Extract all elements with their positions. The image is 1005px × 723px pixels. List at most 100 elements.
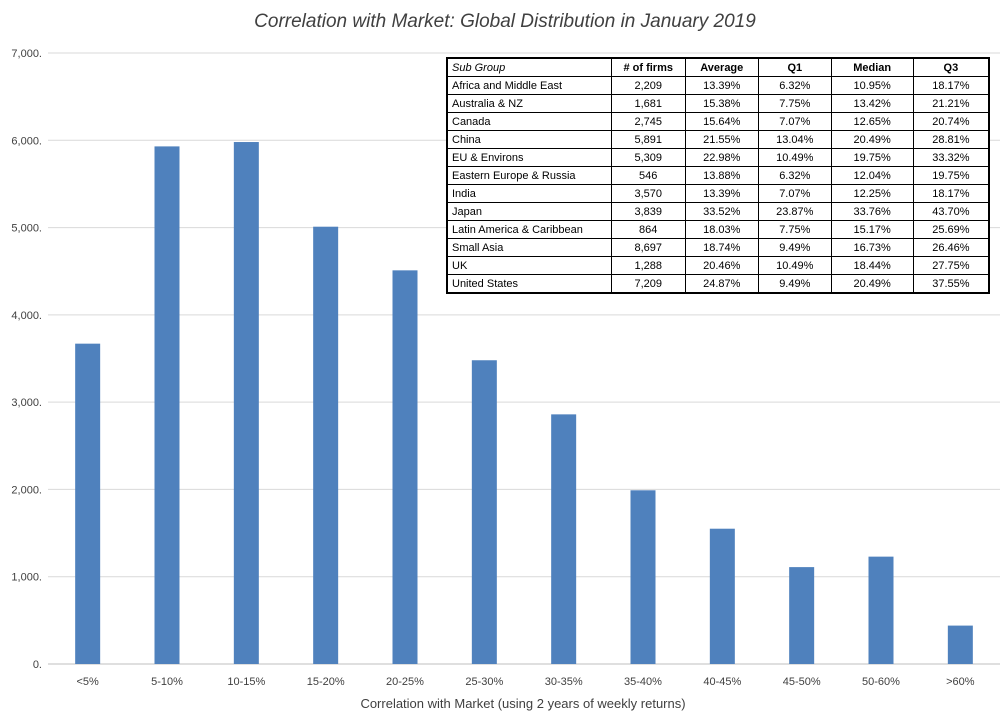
cell-median: 12.04%	[830, 166, 914, 185]
sub-group-statistics-table: Sub Group # of firms Average Q1 Median Q…	[446, 57, 990, 294]
cell-q1: 9.49%	[758, 238, 832, 257]
cell-median: 10.95%	[830, 76, 914, 95]
cell-q1: 10.49%	[758, 148, 832, 167]
cell-q1: 10.49%	[758, 256, 832, 275]
cell-num-firms: 546	[610, 166, 686, 185]
cell-num-firms: 2,209	[610, 76, 686, 95]
cell-median: 19.75%	[830, 148, 914, 167]
cell-average: 13.39%	[684, 76, 760, 95]
cell-sub-group: Africa and Middle East	[446, 76, 612, 95]
cell-q3: 33.32%	[912, 148, 990, 167]
cell-q1: 23.87%	[758, 202, 832, 221]
cell-average: 18.74%	[684, 238, 760, 257]
header-num-firms: # of firms	[610, 57, 686, 77]
cell-num-firms: 1,288	[610, 256, 686, 275]
cell-q1: 13.04%	[758, 130, 832, 149]
cell-q1: 6.32%	[758, 166, 832, 185]
cell-num-firms: 2,745	[610, 112, 686, 131]
cell-sub-group: India	[446, 184, 612, 203]
cell-q3: 19.75%	[912, 166, 990, 185]
bar	[709, 528, 735, 664]
header-q1: Q1	[758, 57, 832, 77]
cell-q1: 6.32%	[758, 76, 832, 95]
x-tick-label: 35-40%	[624, 676, 662, 688]
table-row: Eastern Europe & Russia 546 13.88% 6.32% 12.…	[446, 166, 990, 185]
cell-median: 20.49%	[830, 274, 914, 294]
x-tick-label: 10-15%	[227, 676, 265, 688]
cell-average: 21.55%	[684, 130, 760, 149]
x-tick-label: 15-20%	[307, 676, 345, 688]
cell-sub-group: Japan	[446, 202, 612, 221]
cell-q1: 9.49%	[758, 274, 832, 294]
cell-q1: 7.07%	[758, 112, 832, 131]
bar	[630, 490, 656, 664]
cell-num-firms: 864	[610, 220, 686, 239]
bar	[313, 226, 339, 664]
cell-average: 15.38%	[684, 94, 760, 113]
y-tick-label: 3,000.	[11, 397, 42, 409]
cell-median: 15.17%	[830, 220, 914, 239]
cell-sub-group: Small Asia	[446, 238, 612, 257]
cell-q3: 18.17%	[912, 184, 990, 203]
cell-q3: 27.75%	[912, 256, 990, 275]
bar	[154, 146, 180, 664]
y-tick-label: 1,000.	[11, 572, 42, 584]
chart-title: Correlation with Market: Global Distribu…	[254, 11, 756, 32]
cell-average: 13.88%	[684, 166, 760, 185]
cell-sub-group: United States	[446, 274, 612, 294]
cell-median: 12.25%	[830, 184, 914, 203]
cell-num-firms: 1,681	[610, 94, 686, 113]
x-tick-label: >60%	[946, 676, 975, 688]
cell-q3: 20.74%	[912, 112, 990, 131]
cell-median: 20.49%	[830, 130, 914, 149]
header-sub-group: Sub Group	[446, 57, 612, 77]
header-median: Median	[830, 57, 914, 77]
y-tick-label: 7,000.	[11, 48, 42, 60]
x-tick-label: 50-60%	[862, 676, 900, 688]
cell-sub-group: Australia & NZ	[446, 94, 612, 113]
table-row: United States 7,209 24.87% 9.49% 20.49% 37.55…	[446, 274, 990, 294]
table-row: EU & Environs 5,309 22.98% 10.49% 19.75% 33.3…	[446, 148, 990, 167]
cell-q3: 43.70%	[912, 202, 990, 221]
table-row: Canada 2,745 15.64% 7.07% 12.65% 20.74%	[446, 112, 990, 131]
cell-q1: 7.75%	[758, 94, 832, 113]
y-tick-label: 5,000.	[11, 223, 42, 235]
cell-num-firms: 3,570	[610, 184, 686, 203]
cell-num-firms: 5,891	[610, 130, 686, 149]
bar	[868, 556, 894, 664]
cell-average: 33.52%	[684, 202, 760, 221]
bar	[471, 360, 497, 664]
bar-series	[75, 142, 973, 664]
cell-q3: 26.46%	[912, 238, 990, 257]
cell-median: 12.65%	[830, 112, 914, 131]
y-tick-label: 2,000.	[11, 484, 42, 496]
cell-median: 16.73%	[830, 238, 914, 257]
table-row: Latin America & Caribbean 864 18.03% 7.75% 1…	[446, 220, 990, 239]
cell-sub-group: China	[446, 130, 612, 149]
header-q3: Q3	[912, 57, 990, 77]
cell-q3: 21.21%	[912, 94, 990, 113]
cell-sub-group: EU & Environs	[446, 148, 612, 167]
x-axis-title: Correlation with Market (using 2 years o…	[360, 696, 685, 711]
table-row: China 5,891 21.55% 13.04% 20.49% 28.81%	[446, 130, 990, 149]
cell-median: 13.42%	[830, 94, 914, 113]
cell-q3: 18.17%	[912, 76, 990, 95]
table-row: Africa and Middle East 2,209 13.39% 6.32% 10…	[446, 76, 990, 95]
bar	[75, 343, 101, 664]
y-tick-label: 4,000.	[11, 310, 42, 322]
x-tick-label: 25-30%	[465, 676, 503, 688]
cell-average: 24.87%	[684, 274, 760, 294]
cell-q3: 28.81%	[912, 130, 990, 149]
x-tick-label: 20-25%	[386, 676, 424, 688]
cell-median: 33.76%	[830, 202, 914, 221]
table-row: UK 1,288 20.46% 10.49% 18.44% 27.75%	[446, 256, 990, 275]
y-axis-ticks: 0. 1,000. 2,000. 3,000. 4,000. 5,000. 6,000. 7,…	[11, 48, 42, 671]
header-average: Average	[684, 57, 760, 77]
cell-q1: 7.75%	[758, 220, 832, 239]
bar	[947, 625, 973, 664]
cell-q3: 37.55%	[912, 274, 990, 294]
cell-q1: 7.07%	[758, 184, 832, 203]
y-tick-label: 0.	[33, 659, 42, 671]
cell-average: 22.98%	[684, 148, 760, 167]
cell-median: 18.44%	[830, 256, 914, 275]
